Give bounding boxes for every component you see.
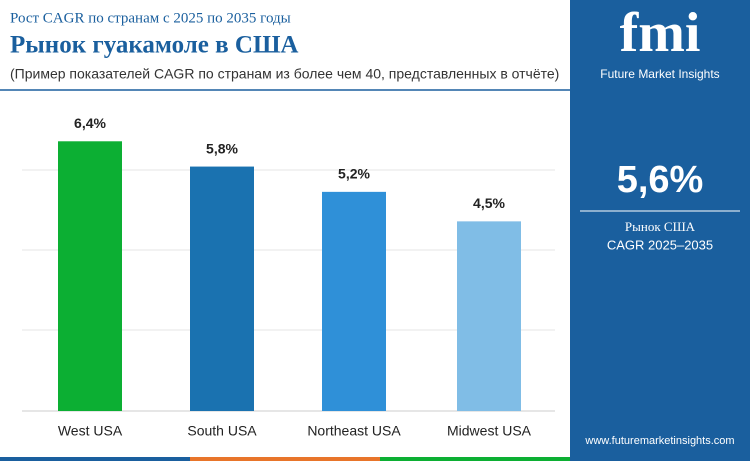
url: www.futuremarketinsights.com (584, 435, 734, 447)
value-label: 5,2% (338, 166, 370, 182)
x-tick-label: Midwest USA (447, 423, 532, 439)
bar (58, 141, 122, 412)
stat-value: 5,6% (617, 159, 704, 201)
footer-stripe (380, 457, 570, 461)
chart-title: Рынок гуакамоле в США (10, 32, 298, 59)
value-label: 6,4% (74, 115, 106, 131)
bar (322, 191, 386, 411)
stat-label: CAGR 2025–2035 (607, 237, 713, 252)
x-tick-label: Northeast USA (307, 423, 401, 439)
brand-logo: fmi (620, 2, 701, 64)
note: (Пример показателей CAGR по странам из б… (10, 66, 559, 82)
footer-stripe (0, 457, 190, 461)
value-label: 5,8% (206, 140, 238, 156)
x-tick-label: South USA (187, 423, 257, 439)
subtitle: Рост CAGR по странам с 2025 по 2035 годы (10, 10, 291, 26)
bar (190, 166, 254, 411)
footer-stripe (570, 457, 750, 461)
stat-label: Рынок США (625, 219, 696, 234)
footer-stripe (190, 457, 380, 461)
x-tick-label: West USA (58, 423, 123, 439)
brand-name: Future Market Insights (600, 67, 719, 81)
bar (457, 221, 521, 411)
value-label: 4,5% (473, 195, 505, 211)
side-panel (570, 0, 750, 457)
